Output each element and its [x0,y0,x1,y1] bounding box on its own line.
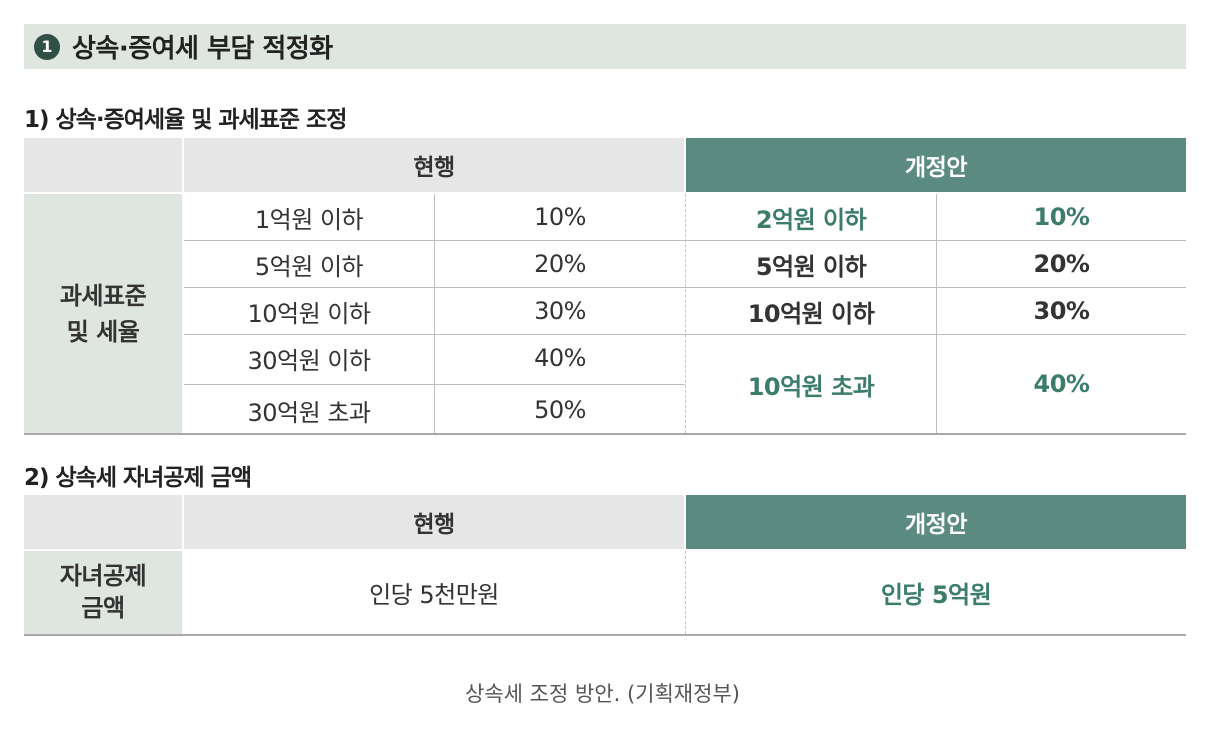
section-number-badge: 1 [34,33,60,60]
row-label-line1: 과세표준 [59,282,147,310]
table1-col-divider [936,194,937,433]
current-deduction-value: 인당 5천만원 [369,581,499,609]
table2-row-label: 자녀공제 금액 [24,551,182,634]
table1-header-current: 현행 [184,138,684,192]
new-bracket-3: 10억원 이하 [747,299,875,328]
current-rate-1: 10% [534,203,586,231]
current-rate-2: 20% [534,250,586,278]
table1-corner [24,138,182,192]
current-bracket-2: 5억원 이하 [254,252,364,281]
current-rate-4: 40% [534,344,586,372]
new-bracket-1: 2억원 이하 [755,205,867,234]
table2-dashed-divider [685,551,686,634]
new-rate-4: 40% [1033,370,1090,398]
table2-corner [24,495,182,549]
new-rate-3: 30% [1033,297,1090,325]
table1-header-new: 개정안 [686,138,1186,192]
current-bracket-1: 1억원 이하 [254,205,364,234]
new-deduction-value: 인당 5억원 [880,581,992,609]
table1-dashed-divider [685,194,686,433]
table1-col-divider [434,194,435,433]
table1-row-label: 과세표준 및 세율 [24,194,182,434]
section1-title: 1) 상속·증여세율 및 과세표준 조정 [24,107,347,133]
new-bracket-4: 10억원 초과 [747,372,875,401]
image-caption: 상속세 조정 방안. (기획재정부) [465,682,740,706]
row-label-line1: 자녀공제 [59,562,147,591]
new-bracket-2: 5억원 이하 [755,252,867,281]
current-rate-5: 50% [534,396,586,424]
new-rate-1: 10% [1033,203,1090,231]
banner-title: 상속·증여세 부담 적정화 [72,34,333,64]
table2-bottom-line [24,634,1186,636]
row-label-line2: 및 세율 [66,318,140,346]
new-rate-2: 20% [1033,250,1090,278]
current-rate-3: 30% [534,297,586,325]
child-deduction-table: 현행 개정안 자녀공제 금액 인당 5천만원 인당 5억원 [24,495,1186,637]
current-bracket-3: 10억원 이하 [247,299,372,328]
row-label-line2: 금액 [81,593,125,622]
table1-bottom-line [24,433,1186,435]
table2-header-new: 개정안 [686,495,1186,549]
section2-title: 2) 상속세 자녀공제 금액 [24,465,252,491]
section-banner: 1 상속·증여세 부담 적정화 [24,24,1186,69]
tax-rate-table: 현행 개정안 과세표준 및 세율 1억원 이하 10% 5억원 이하 20% 1… [24,138,1186,435]
table2-header-current: 현행 [184,495,684,549]
current-bracket-4: 30억원 이하 [247,346,372,375]
current-bracket-5: 30억원 초과 [247,398,372,427]
